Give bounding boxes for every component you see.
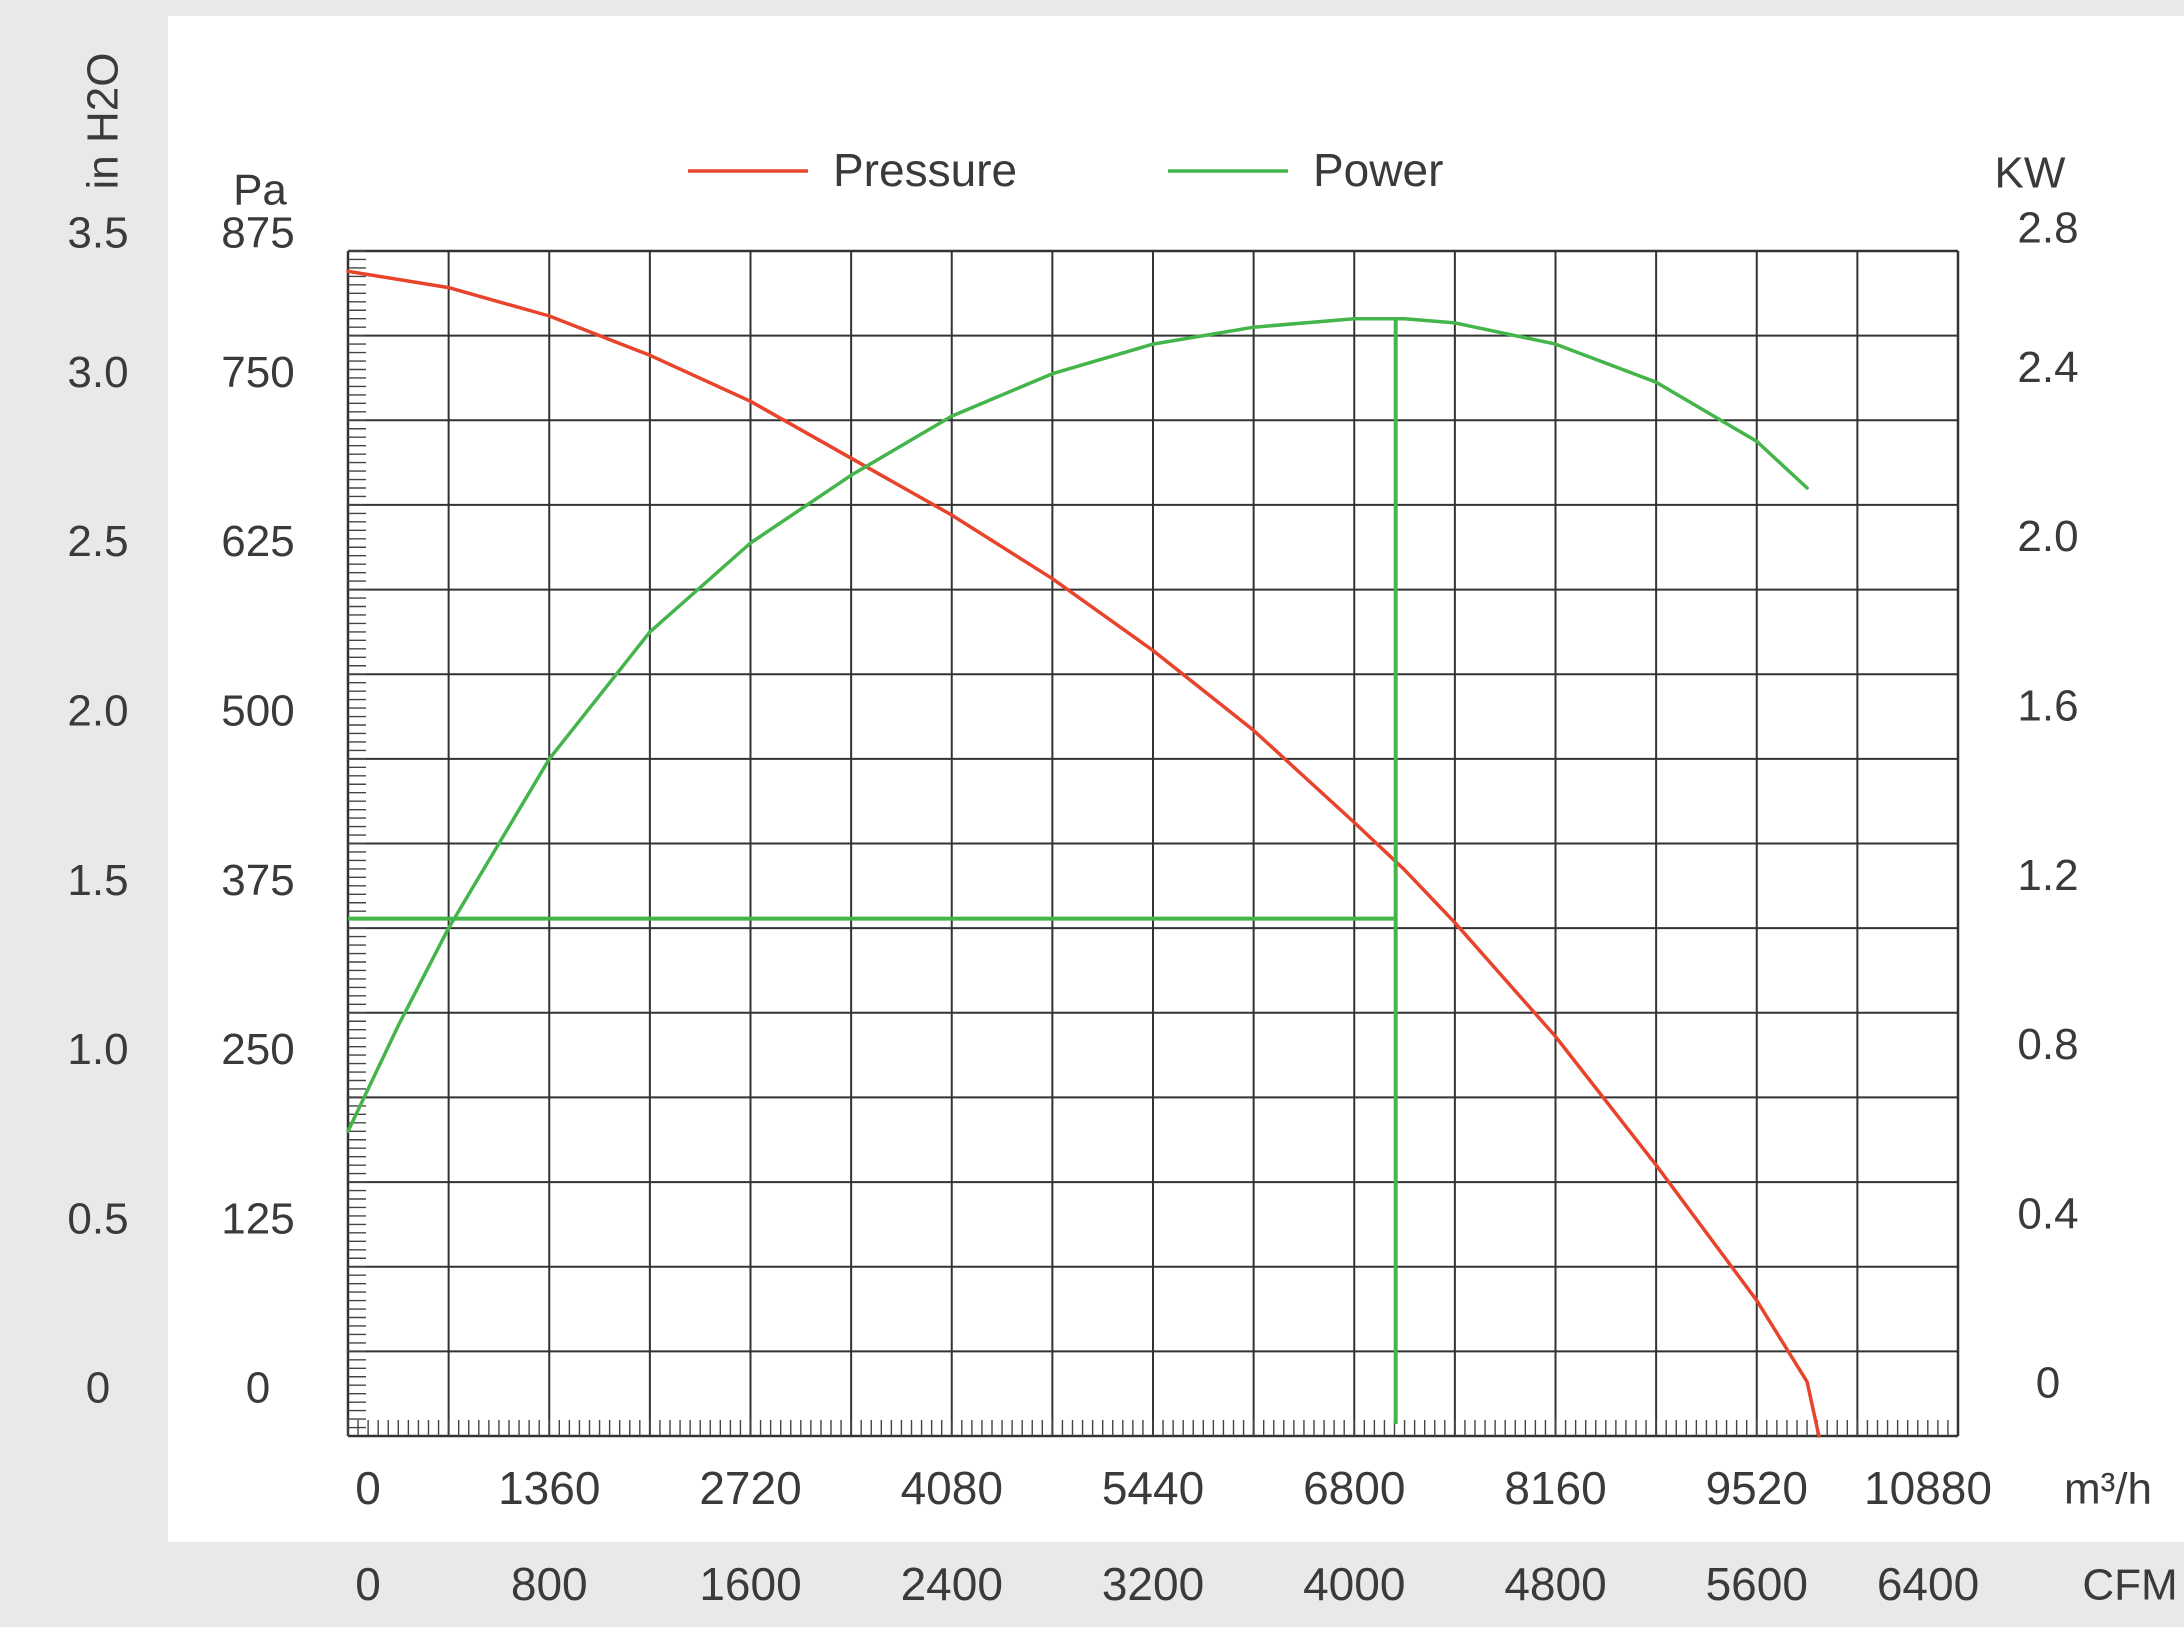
tick-label-pa: 250 bbox=[221, 1025, 294, 1074]
chart-panel: 3.5 3.0 2.5 2.0 1.5 1.0 0.5 0 875 750 625 500 375 250… bbox=[67, 16, 2184, 1611]
tick-label-inh2o: 0 bbox=[86, 1364, 110, 1413]
tick-label-m3h: 5440 bbox=[1102, 1462, 1204, 1514]
legend-label-pressure: Pressure bbox=[833, 144, 1017, 196]
tick-label-cfm: 800 bbox=[511, 1558, 588, 1610]
tick-label-kw: 0 bbox=[2036, 1359, 2060, 1408]
tick-label-kw: 2.4 bbox=[2017, 343, 2078, 392]
tick-label-cfm: 2400 bbox=[901, 1558, 1003, 1610]
tick-label-inh2o: 1.5 bbox=[67, 856, 128, 905]
tick-label-pa: 625 bbox=[221, 517, 294, 566]
tick-label-cfm: 5600 bbox=[1706, 1558, 1808, 1610]
tick-label-kw: 0.8 bbox=[2017, 1020, 2078, 1069]
unit-label-inh2o: in H2O bbox=[79, 53, 128, 190]
tick-label-m3h: 8160 bbox=[1504, 1462, 1606, 1514]
legend: Pressure Power bbox=[688, 144, 1443, 196]
tick-label-pa: 0 bbox=[246, 1364, 270, 1413]
tick-label-cfm: 4800 bbox=[1504, 1558, 1606, 1610]
tick-label-kw: 1.2 bbox=[2017, 851, 2078, 900]
tick-label-m3h: 6800 bbox=[1303, 1462, 1405, 1514]
tick-label-m3h: 4080 bbox=[901, 1462, 1003, 1514]
grid bbox=[346, 249, 1960, 1438]
tick-label-kw: 2.8 bbox=[2017, 204, 2078, 253]
tick-label-kw: 2.0 bbox=[2017, 512, 2078, 561]
tick-label-kw: 1.6 bbox=[2017, 681, 2078, 730]
tick-label-m3h: 9520 bbox=[1706, 1462, 1808, 1514]
unit-label-m3h: m³/h bbox=[2064, 1465, 2152, 1514]
tick-label-pa: 500 bbox=[221, 686, 294, 735]
tick-label-pa: 750 bbox=[221, 348, 294, 397]
tick-label-cfm: 0 bbox=[355, 1558, 381, 1610]
fan-performance-chart: 3.5 3.0 2.5 2.0 1.5 1.0 0.5 0 875 750 625 500 375 250… bbox=[67, 53, 2177, 1611]
tick-label-cfm: 4000 bbox=[1303, 1558, 1405, 1610]
tick-label-inh2o: 3.0 bbox=[67, 348, 128, 397]
series-line-power bbox=[346, 316, 1809, 1134]
tick-label-kw: 0.4 bbox=[2017, 1189, 2078, 1238]
tick-label-inh2o: 2.0 bbox=[67, 686, 128, 735]
axis-labels: 3.5 3.0 2.5 2.0 1.5 1.0 0.5 0 875 750 625 500 375 250… bbox=[67, 53, 2177, 1611]
legend-label-power: Power bbox=[1313, 144, 1443, 196]
tick-label-pa: 125 bbox=[221, 1194, 294, 1243]
unit-label-cfm: CFM bbox=[2082, 1561, 2177, 1610]
tick-label-pa: 875 bbox=[221, 209, 294, 258]
tick-label-inh2o: 1.0 bbox=[67, 1025, 128, 1074]
tick-label-cfm: 3200 bbox=[1102, 1558, 1204, 1610]
tick-label-m3h: 0 bbox=[355, 1462, 381, 1514]
tick-label-cfm: 1600 bbox=[699, 1558, 801, 1610]
tick-label-cfm: 6400 bbox=[1877, 1558, 1979, 1610]
tick-label-m3h: 1360 bbox=[498, 1462, 600, 1514]
tick-label-m3h: 2720 bbox=[699, 1462, 801, 1514]
unit-label-pa: Pa bbox=[233, 166, 287, 215]
series-line-pressure bbox=[346, 269, 1821, 1438]
tick-label-inh2o: 0.5 bbox=[67, 1194, 128, 1243]
tick-label-inh2o: 2.5 bbox=[67, 517, 128, 566]
tick-label-m3h: 10880 bbox=[1864, 1462, 1992, 1514]
tick-label-inh2o: 3.5 bbox=[67, 209, 128, 258]
tick-label-pa: 375 bbox=[221, 856, 294, 905]
unit-label-kw: KW bbox=[1995, 149, 2066, 198]
curves bbox=[346, 269, 1821, 1438]
